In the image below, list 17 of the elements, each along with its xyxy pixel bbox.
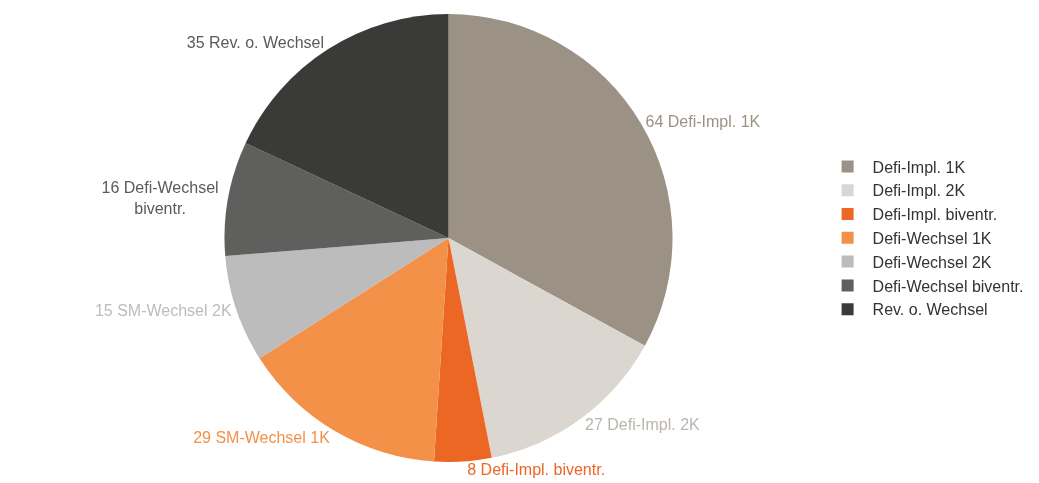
legend-label: Rev. o. Wechsel: [872, 301, 988, 319]
data-label: 64 Defi-Impl. 1K: [645, 113, 761, 131]
legend-label: Defi-Wechsel 2K: [872, 253, 992, 271]
pie-slice: [434, 238, 492, 462]
data-label: 27 Defi-Impl. 2K: [585, 415, 701, 433]
pie-slice: [224, 143, 449, 257]
data-label: 35 Rev. o. Wechsel: [186, 34, 324, 52]
legend-label: Defi-Impl. biventr.: [872, 206, 998, 224]
data-label: 16 Defi-Wechsel biventr.: [101, 178, 219, 217]
legend-label: Defi-Wechsel 1K: [872, 230, 992, 248]
legend-label: Defi-Wechsel biventr.: [872, 277, 1024, 295]
legend-label: Defi-Impl. 1K: [872, 158, 966, 176]
data-label: 29 SM-Wechsel 1K: [193, 428, 331, 446]
pie-slice: [245, 14, 449, 238]
legend-label: Defi-Impl. 2K: [872, 182, 966, 200]
data-label: 15 SM-Wechsel 2K: [94, 301, 232, 319]
data-label: 8 Defi-Impl. biventr.: [467, 461, 606, 479]
